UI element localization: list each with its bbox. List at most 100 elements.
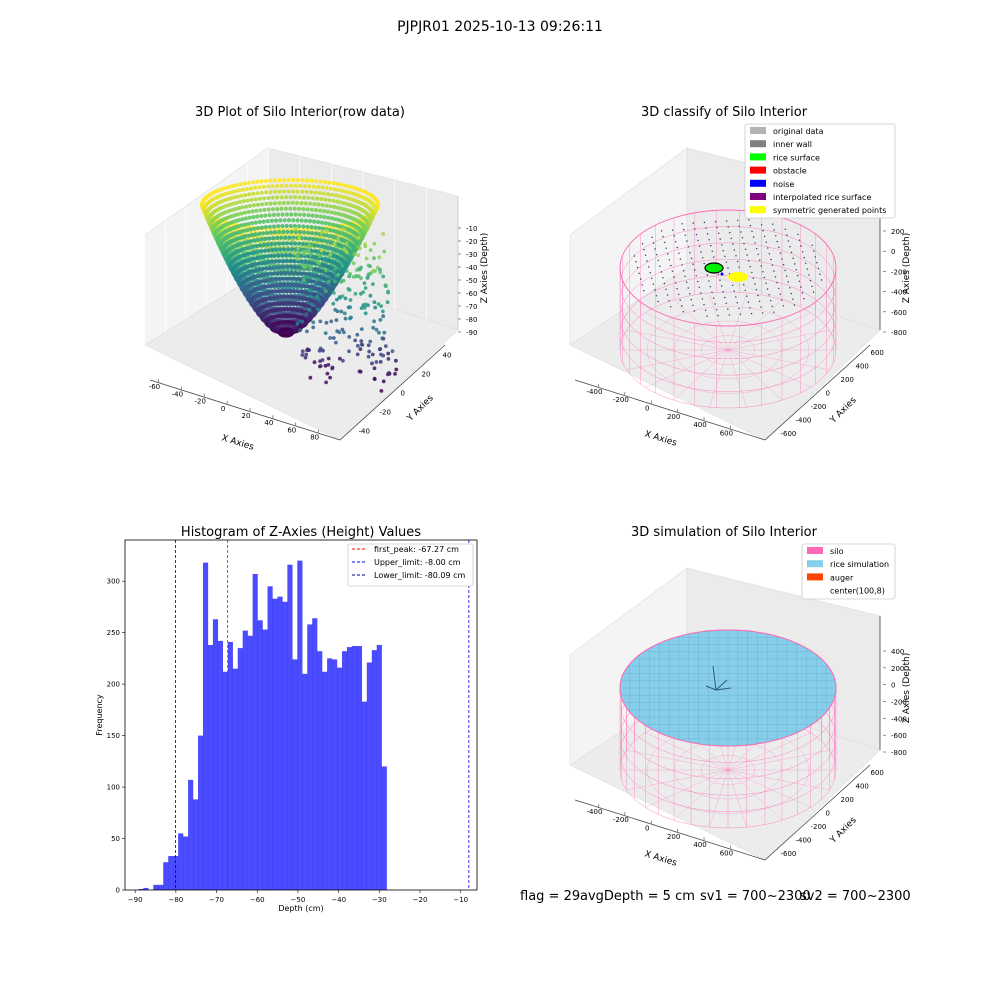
surface-point [778,287,780,290]
data-point [284,258,289,264]
data-point [308,375,313,380]
data-point [381,232,386,236]
surface-point [794,263,796,265]
data-point [311,320,316,325]
data-point [359,276,363,281]
data-point [307,307,312,312]
data-point [267,213,272,218]
data-point [276,289,281,294]
data-point [306,248,311,253]
data-point [300,349,305,354]
surface-point [811,244,813,246]
surface-point [684,234,686,236]
data-point [278,282,283,287]
data-point [257,267,262,272]
surface-point [771,305,773,308]
data-point [238,199,243,204]
data-point [313,309,318,314]
auger-marker [705,665,732,691]
data-point [308,294,312,299]
data-point [318,359,322,363]
data-point [379,304,383,308]
surface-point [690,257,693,260]
data-point [386,371,391,375]
data-point [280,276,286,281]
surface-point [686,240,688,242]
data-point [240,205,245,210]
data-point [310,196,315,201]
surface-point [665,288,667,290]
histogram-bar [242,630,248,890]
surface-point [767,247,769,249]
data-point [368,248,373,253]
legend-label: rice surface [773,153,820,162]
data-point [347,274,351,279]
surface-point [784,269,786,272]
histogram-bar [163,862,169,890]
data-point [321,348,325,353]
histogram-bar [188,779,194,890]
data-point [360,232,365,237]
data-point [231,183,236,188]
surface-point [692,263,694,265]
data-point [241,199,246,204]
surface-point [682,270,685,272]
data-point [304,319,309,324]
data-point [336,236,341,241]
data-point [283,206,288,211]
surface-point [713,256,715,258]
surface-point [805,262,807,264]
data-point [273,259,278,264]
data-point [303,201,308,206]
data-point [274,265,279,270]
y-tick-label: -20 [380,409,391,417]
data-point [278,265,283,270]
data-point [285,241,290,246]
surface-point [703,221,706,224]
surface-point [720,285,723,287]
z-tick-label: -30 [466,251,477,259]
data-point [311,237,316,242]
data-point [297,224,302,229]
data-point [291,288,296,294]
data-point [324,380,328,385]
surface-point [724,296,726,299]
data-point [296,246,300,251]
histogram-bar [212,619,219,890]
legend-swatch [750,166,766,174]
data-point [317,226,322,231]
surface-point [738,266,740,268]
data-point [368,264,372,269]
x-tick-label: 0 [645,405,649,413]
data-point [334,340,338,345]
data-point [319,196,324,202]
surface-point [703,262,705,265]
histogram-bar [168,856,174,890]
data-point [233,189,238,194]
surface-point [712,297,715,299]
data-point [360,343,365,347]
x-tick-label: -400 [587,808,603,816]
data-point [365,276,370,280]
data-point [259,225,265,230]
surface-point [772,223,774,225]
surface-point [741,237,744,239]
surface-point [695,275,697,277]
data-point [272,178,278,183]
classify-title: 3D classify of Silo Interior [641,105,808,120]
data-point [284,223,289,229]
y-tick-label: -400 [796,417,812,425]
surface-point [660,230,663,232]
histogram-bar [272,598,278,890]
data-point [378,360,383,364]
surface-point [711,250,713,252]
data-point [300,178,305,183]
surface-point [654,248,656,250]
histogram-bar [381,766,387,890]
histogram-bar [193,799,199,890]
data-point [255,191,260,196]
data-point [257,231,262,236]
data-point [248,239,254,244]
simulation-x-ticks: -400 -200 0 200 400 600 [587,803,733,858]
data-point [297,230,303,235]
